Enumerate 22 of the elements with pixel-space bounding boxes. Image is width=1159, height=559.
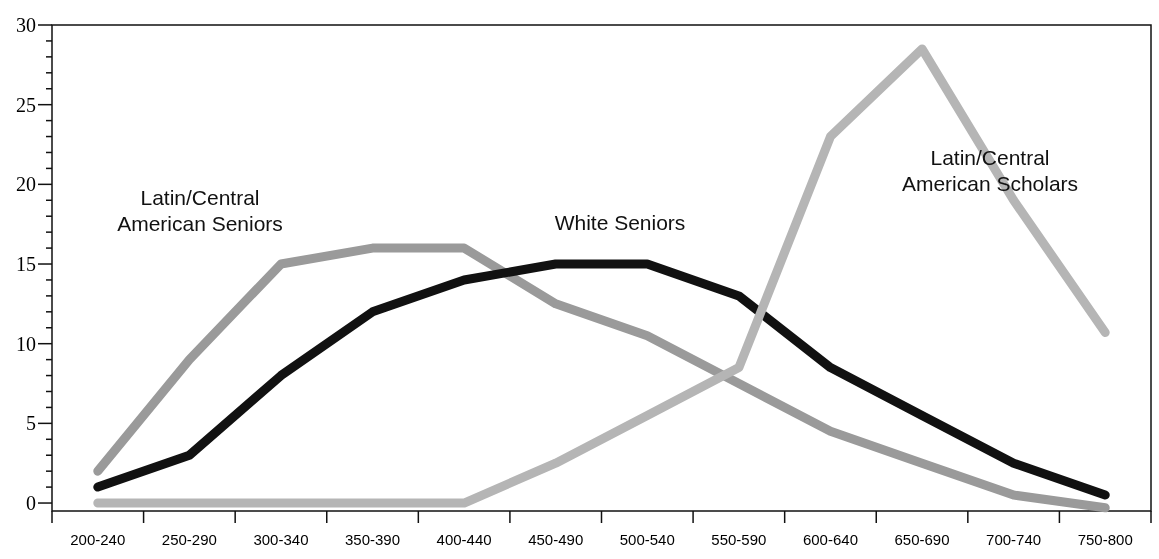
x-tick-label: 350-390 (345, 531, 401, 548)
x-tick-label: 750-800 (1077, 531, 1133, 548)
x-tick-label: 650-690 (894, 531, 950, 548)
y-tick-label: 10 (16, 332, 36, 355)
series-label: Latin/Central American Scholars (901, 146, 1079, 195)
series-label: Latin/Central American Seniors (117, 186, 283, 235)
x-tick-label: 250-290 (161, 531, 217, 548)
y-tick-label: 30 (16, 14, 36, 36)
x-tick-label: 200-240 (70, 531, 126, 548)
x-tick-label: 500-540 (619, 531, 675, 548)
x-tick-label: 300-340 (253, 531, 309, 548)
x-tick-label: 700-740 (986, 531, 1042, 548)
y-tick-label: 0 (26, 492, 36, 515)
y-tick-label: 20 (16, 173, 36, 196)
y-tick-label: 25 (16, 93, 36, 116)
x-tick-label: 400-440 (436, 531, 492, 548)
x-tick-label: 450-490 (528, 531, 584, 548)
y-tick-label: 5 (26, 412, 36, 435)
x-tick-label: 550-590 (711, 531, 767, 548)
y-tick-label: 15 (16, 253, 36, 276)
series-label: White Seniors (554, 211, 686, 234)
x-tick-label: 600-640 (802, 531, 858, 548)
